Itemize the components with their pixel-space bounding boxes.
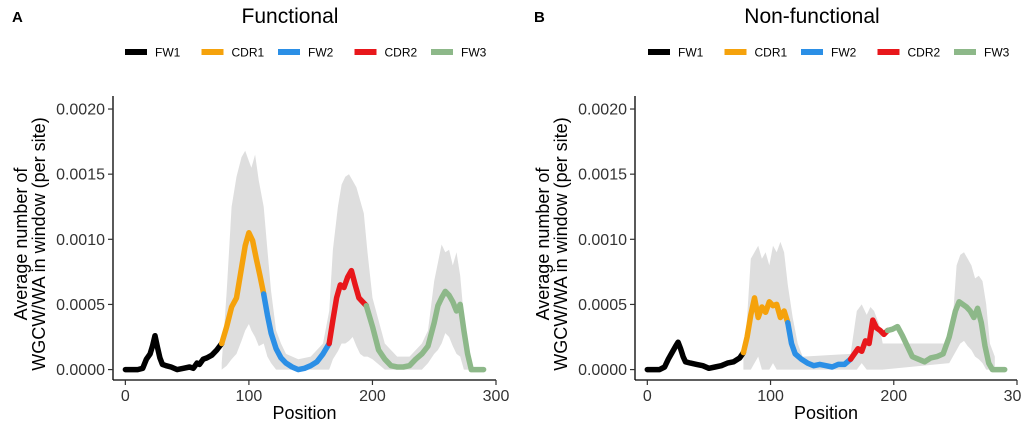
series-line-fw2 bbox=[785, 319, 854, 370]
series-line-fw2 bbox=[260, 291, 332, 373]
y-tick-label: 0.0005 bbox=[578, 297, 627, 314]
legend-label-cdr2: CDR2 bbox=[385, 46, 418, 60]
x-tick-label: 0 bbox=[121, 388, 130, 405]
x-tick-label: 300 bbox=[483, 388, 510, 405]
legend-label-cdr1: CDR1 bbox=[232, 46, 265, 60]
y-axis-title-line: WGCW/WA in window (per site) bbox=[551, 117, 571, 370]
series-line-fw1 bbox=[122, 332, 225, 373]
x-tick-label: 200 bbox=[880, 388, 907, 405]
legend: FW1 CDR1 FW2 CDR2 FW3 bbox=[125, 46, 487, 60]
series-line-cdr1 bbox=[218, 230, 267, 347]
x-axis-title: Position bbox=[794, 403, 858, 423]
legend-label-fw1: FW1 bbox=[155, 46, 181, 60]
legend-label-fw3: FW3 bbox=[984, 46, 1010, 60]
y-tick-label: 0.0005 bbox=[56, 297, 105, 314]
x-tick-label: 100 bbox=[757, 388, 784, 405]
legend-label-fw1: FW1 bbox=[678, 46, 704, 60]
y-tick-label: 0.0010 bbox=[56, 232, 105, 249]
y-axis-title-line: Average number of bbox=[11, 167, 31, 321]
x-tick-label: 100 bbox=[236, 388, 263, 405]
legend: FW1 CDR1 FW2 CDR2 FW3 bbox=[648, 46, 1010, 60]
legend-label-fw2: FW2 bbox=[831, 46, 857, 60]
chart-title: Non-functional bbox=[744, 5, 879, 28]
chart-panel-a: A Functional FW1 CDR1 FW2 CDR2 FW3 0.0000 0.0005… bbox=[11, 5, 509, 423]
series-line-fw1 bbox=[644, 339, 747, 373]
x-tick-label: 0 bbox=[643, 388, 652, 405]
legend-label-cdr2: CDR2 bbox=[908, 46, 941, 60]
series-line-cdr2 bbox=[326, 267, 370, 347]
y-tick-label: 0.0015 bbox=[56, 167, 105, 184]
panel-label: B bbox=[534, 9, 545, 26]
panel-label: A bbox=[12, 9, 23, 26]
x-axis-title: Position bbox=[272, 403, 336, 423]
legend-label-cdr1: CDR1 bbox=[755, 46, 788, 60]
y-tick-label: 0.0000 bbox=[578, 362, 627, 379]
series-line-fw3 bbox=[884, 299, 1008, 373]
series-line-fw3 bbox=[363, 288, 487, 373]
y-tick-label: 0.0020 bbox=[56, 102, 105, 119]
y-tick-label: 0.0015 bbox=[578, 167, 627, 184]
y-tick-label: 0.0010 bbox=[578, 232, 627, 249]
y-tick-label: 0.0000 bbox=[56, 362, 105, 379]
legend-label-fw3: FW3 bbox=[461, 46, 487, 60]
legend-label-fw2: FW2 bbox=[308, 46, 334, 60]
x-tick-label: 200 bbox=[359, 388, 386, 405]
y-tick-label: 0.0020 bbox=[578, 102, 627, 119]
series-line-cdr1 bbox=[740, 295, 791, 356]
chart-title: Functional bbox=[242, 5, 339, 28]
x-tick-label: 300 bbox=[1004, 388, 1021, 405]
y-axis-title-line: WGCW/WA in window (per site) bbox=[29, 117, 49, 370]
series-line-cdr2 bbox=[847, 317, 891, 362]
confidence-ribbon bbox=[221, 150, 472, 370]
y-axis-title-line: Average number of bbox=[533, 167, 553, 321]
chart-panel-b: B Non-functional FW1 CDR1 FW2 CDR2 FW3 0.0000 0.… bbox=[533, 5, 1021, 423]
